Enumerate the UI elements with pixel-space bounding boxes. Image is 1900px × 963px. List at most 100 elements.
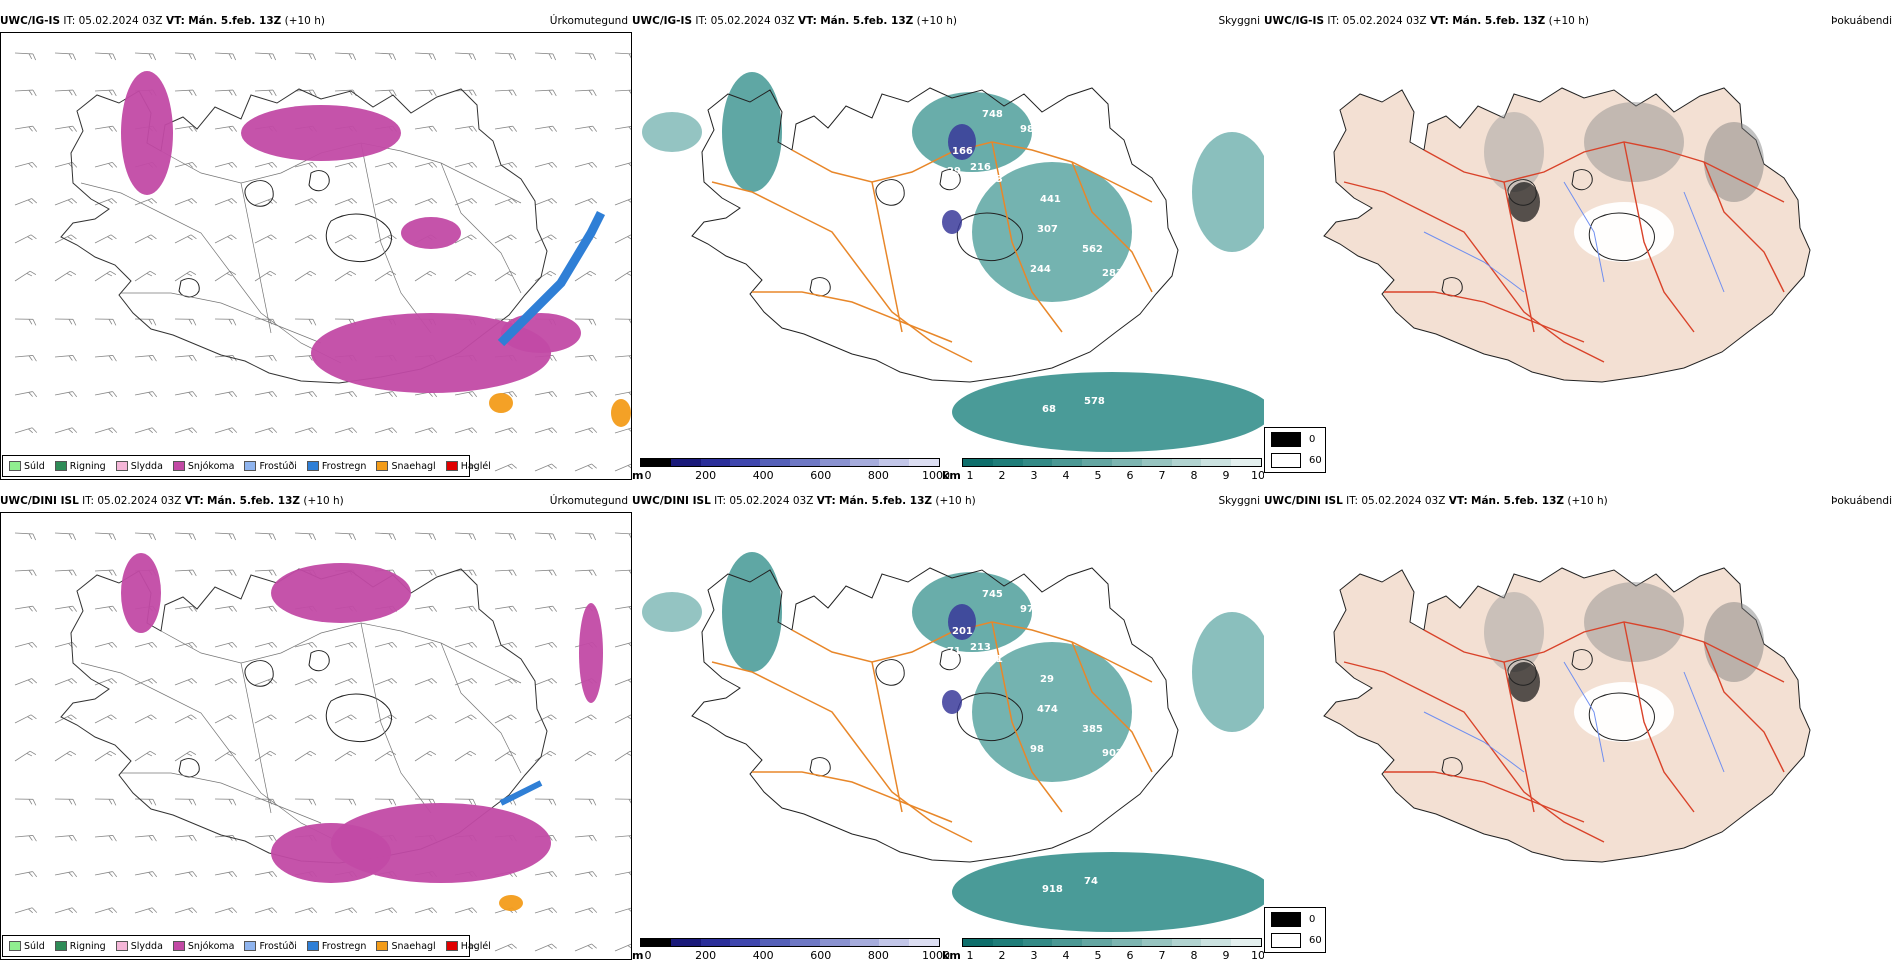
wind-barb [575, 197, 597, 210]
cloud-base-label: 244 [1030, 264, 1051, 275]
wind-barb [415, 642, 437, 653]
precip-map[interactable] [0, 512, 632, 960]
wind-barb [295, 319, 316, 325]
wind-barb [175, 799, 196, 805]
fog-legend-label: 0 [1309, 434, 1315, 445]
wind-barb [615, 270, 632, 286]
panel-header: UWC/DINI ISL IT: 05.02.2024 03Z VT: Mán.… [632, 490, 1264, 512]
wind-barb [215, 533, 236, 540]
colorbar-tick-label: 3 [1031, 949, 1038, 962]
wind-barb [495, 270, 516, 286]
legend-label: Snaehagl [391, 461, 435, 472]
wind-barb [535, 677, 557, 690]
wind-barb [495, 162, 517, 173]
wind-barb [55, 677, 77, 690]
wind-barb [495, 642, 517, 653]
wind-barb [575, 533, 596, 540]
legend-label: Frostúði [259, 461, 296, 472]
legend-item: Súld [9, 461, 45, 472]
wind-barb [175, 197, 197, 210]
cloud-base-label: 393 [982, 174, 1003, 185]
wind-barb [295, 799, 316, 805]
wind-barb [255, 606, 277, 615]
wind-barb [335, 750, 356, 766]
colorbar-step [1082, 459, 1112, 466]
wind-barb [575, 162, 597, 173]
wind-barb [95, 799, 116, 805]
wind-barb [215, 90, 236, 97]
wind-barb [455, 427, 477, 439]
wind-barb [535, 197, 557, 210]
wind-barb [175, 162, 197, 173]
fog-legend-swatch [1271, 453, 1301, 468]
colorbar-tick-label: 4 [1063, 469, 1070, 482]
wind-barb [95, 871, 117, 881]
fog-panel-top: UWC/IG-IS IT: 05.02.2024 03Z VT: Mán. 5.… [1264, 10, 1900, 483]
wind-barb [575, 463, 597, 477]
legend-label: Rigning [70, 461, 106, 472]
colorbar-step [671, 459, 701, 466]
fog-legend-item: 0 [1271, 432, 1315, 447]
wind-barb [55, 713, 76, 728]
cloud-base-label: 451 [982, 654, 1003, 665]
colorbar-step [790, 459, 820, 466]
wind-barb [95, 750, 116, 766]
map-layer [1324, 568, 1810, 862]
wind-barb [415, 533, 436, 540]
wind-barb [15, 53, 36, 60]
cloud-base-label: 980 [1020, 124, 1041, 135]
wind-barb [575, 391, 597, 401]
wind-barb [15, 750, 36, 766]
it-label: IT: [1346, 495, 1358, 507]
cloud-base-label: 385 [1082, 724, 1103, 735]
colorbar-step [641, 459, 671, 466]
road-line [81, 663, 341, 843]
colorbar-step [701, 459, 731, 466]
wind-barb [255, 270, 276, 286]
it-label: IT: [695, 15, 707, 27]
fog-map[interactable] [1264, 32, 1896, 480]
legend-label: Haglél [461, 461, 491, 472]
colorbar-step [760, 459, 790, 466]
wind-barb [335, 677, 357, 690]
wind-barb [535, 799, 556, 805]
wind-barb [535, 713, 556, 728]
wind-barb [455, 533, 476, 540]
legend-item: Frostregn [307, 461, 367, 472]
legend-swatch [173, 461, 185, 471]
wind-barb [455, 713, 476, 728]
wind-barb [15, 642, 37, 653]
wind-barb [255, 90, 276, 97]
map-layer [1324, 88, 1810, 382]
it-label: IT: [82, 495, 94, 507]
wind-barb [15, 427, 37, 439]
cloud-base-label: 283 [1102, 268, 1123, 279]
cloud-base-label: 166 [952, 146, 973, 157]
colorbar-tick-label: 8 [1191, 469, 1198, 482]
precip-map[interactable] [0, 32, 632, 480]
vt-label: VT: [1449, 495, 1468, 507]
wind-barb [135, 835, 156, 843]
colorbar-tick-label: 400 [753, 949, 774, 962]
wind-barb [575, 270, 596, 286]
colorbar-tick-label: 10 [1251, 949, 1264, 962]
wind-barb [95, 606, 117, 615]
wind-barb [15, 90, 36, 97]
vt-value: Mán. 5.feb. 13Z [1471, 495, 1564, 507]
wind-barb [135, 355, 156, 363]
wind-barb [615, 355, 632, 363]
panel-header: UWC/DINI ISL IT: 05.02.2024 03Z VT: Mán.… [0, 490, 632, 512]
legend-item: Slydda [116, 461, 163, 472]
wind-barb [615, 533, 632, 540]
fog-map[interactable] [1264, 512, 1896, 960]
glacier-outline [876, 180, 904, 206]
wind-barb [495, 53, 516, 60]
fog-legend-swatch [1271, 912, 1301, 927]
wind-barb [295, 713, 316, 728]
wind-barb [455, 162, 477, 173]
wind-barb [615, 162, 632, 173]
wind-barb [615, 750, 632, 766]
model-name: UWC/IG-IS [1264, 15, 1324, 27]
